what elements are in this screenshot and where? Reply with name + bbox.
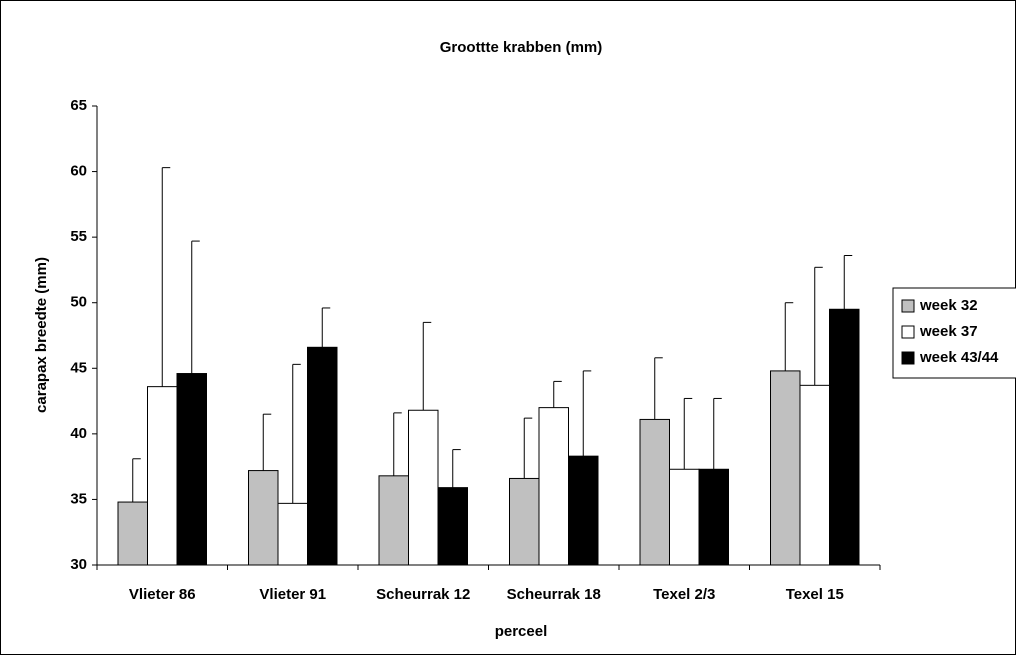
bar xyxy=(437,487,468,566)
bar xyxy=(799,384,830,566)
bar xyxy=(639,418,670,566)
bar xyxy=(568,455,599,566)
y-tick-label: 50 xyxy=(70,294,87,311)
y-tick-label: 30 xyxy=(70,556,87,573)
legend-label: week 32 xyxy=(919,297,978,314)
chart-title: Groottte krabben (mm) xyxy=(440,39,603,56)
x-axis-title: perceel xyxy=(495,623,548,640)
legend-swatch xyxy=(901,351,915,365)
bar xyxy=(698,468,729,566)
y-tick-label: 40 xyxy=(70,425,87,442)
bar xyxy=(378,475,409,566)
bar xyxy=(509,477,540,566)
y-tick-label: 55 xyxy=(70,228,87,245)
bar xyxy=(117,501,148,566)
x-tick-label: Vlieter 86 xyxy=(129,586,196,603)
legend-label: week 37 xyxy=(919,323,978,340)
x-tick-label: Vlieter 91 xyxy=(259,586,326,603)
y-tick-label: 45 xyxy=(70,359,87,376)
bar xyxy=(176,373,207,566)
legend-swatch xyxy=(901,299,915,313)
x-tick-label: Texel 2/3 xyxy=(653,586,715,603)
bar xyxy=(770,370,801,566)
bar xyxy=(307,346,338,566)
x-tick-label: Scheurrak 18 xyxy=(507,586,601,603)
bar xyxy=(277,502,308,566)
legend-swatch xyxy=(901,325,915,339)
bar xyxy=(408,409,439,566)
bar xyxy=(538,407,569,566)
y-tick-label: 60 xyxy=(70,163,87,180)
bar xyxy=(829,308,860,566)
x-tick-label: Texel 15 xyxy=(786,586,844,603)
y-axis-title: carapax breedte (mm) xyxy=(33,257,50,413)
bar xyxy=(248,470,279,566)
legend-label: week 43/44 xyxy=(919,349,999,366)
x-tick-label: Scheurrak 12 xyxy=(376,586,470,603)
bar xyxy=(147,386,178,566)
y-tick-label: 35 xyxy=(70,490,87,507)
bar xyxy=(669,468,700,566)
y-tick-label: 65 xyxy=(70,97,87,114)
